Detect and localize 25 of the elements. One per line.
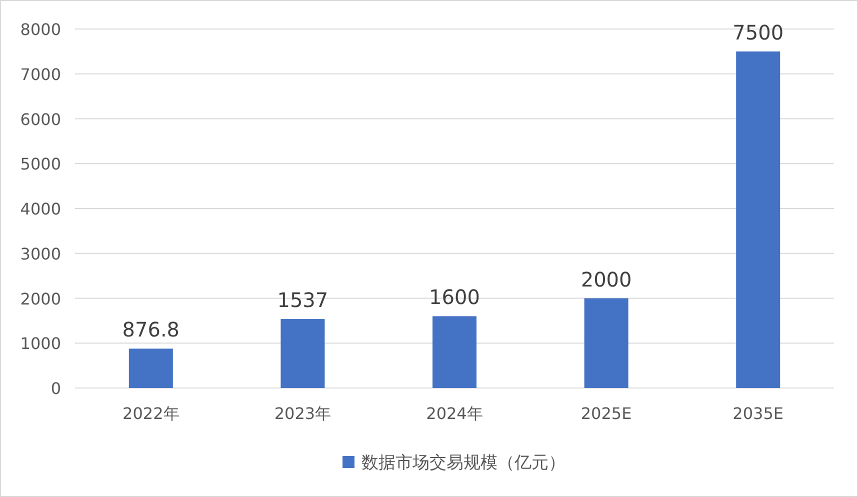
x-tick-label: 2035E: [732, 404, 784, 423]
y-tick-label: 1000: [20, 334, 61, 354]
y-tick-label: 3000: [20, 244, 61, 264]
data-label: 1600: [429, 285, 480, 310]
x-tick-label: 2023年: [274, 404, 332, 423]
y-tick-label: 8000: [20, 20, 61, 39]
y-tick-label: 6000: [20, 110, 61, 129]
bar: [584, 298, 628, 388]
data-label: 876.8: [122, 318, 180, 342]
data-label: 7500: [732, 20, 784, 44]
bar: [432, 316, 476, 388]
data-label: 1537: [277, 288, 328, 312]
y-tick-label: 7000: [20, 64, 61, 84]
y-tick-label: 5000: [20, 154, 61, 174]
legend-label: 数据市场交易规模（亿元）: [362, 453, 566, 473]
bar: [128, 348, 173, 388]
x-tick-label: 2022年: [122, 404, 180, 423]
bar: [736, 51, 780, 388]
y-tick-label: 2000: [20, 289, 61, 308]
x-tick-label: 2025E: [580, 404, 632, 423]
x-tick-label: 2024年: [426, 404, 483, 423]
y-tick-label: 4000: [20, 200, 61, 218]
bar: [280, 319, 325, 388]
y-tick-label: 0: [50, 379, 61, 398]
data-label: 2000: [580, 267, 632, 292]
